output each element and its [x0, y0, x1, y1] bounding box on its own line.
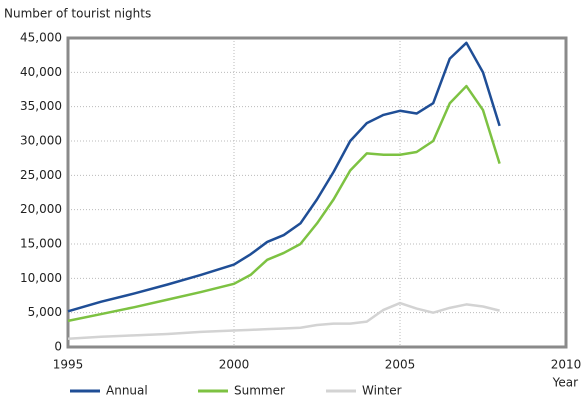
- y-tick-label: 40,000: [20, 65, 62, 79]
- series-line: [67, 301, 500, 341]
- x-tick-label: 2000: [219, 358, 250, 372]
- y-tick-label: 20,000: [20, 202, 62, 216]
- y-tick-label: 45,000: [20, 31, 62, 45]
- legend-label: Summer: [234, 384, 285, 398]
- y-tick-label: 25,000: [20, 168, 62, 182]
- x-axis-label: Year: [552, 376, 578, 390]
- y-tick-label: 15,000: [20, 237, 62, 251]
- x-tick-label: 2005: [385, 358, 416, 372]
- x-tick-label: 1995: [53, 358, 84, 372]
- y-tick-label: 0: [54, 340, 62, 354]
- y-tick-label: 10,000: [20, 271, 62, 285]
- y-axis-label: Number of tourist nights: [4, 7, 151, 21]
- series-line: [67, 84, 501, 323]
- x-tick-label: 2010: [551, 358, 582, 372]
- legend-label: Winter: [362, 384, 402, 398]
- plot-border: [66, 36, 568, 349]
- series-line: [67, 41, 501, 313]
- legend-label: Annual: [106, 384, 148, 398]
- y-tick-label: 35,000: [20, 99, 62, 113]
- y-tick-label: 5,000: [28, 305, 62, 319]
- y-tick-label: 30,000: [20, 134, 62, 148]
